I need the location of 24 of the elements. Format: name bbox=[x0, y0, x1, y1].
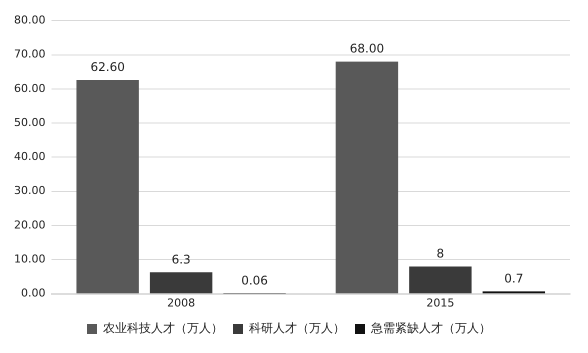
y-tick-label: 50.00 bbox=[14, 116, 46, 129]
bar bbox=[336, 62, 398, 294]
bar bbox=[76, 80, 139, 294]
y-tick-label: 0.00 bbox=[20, 286, 46, 300]
data-label: 6.3 bbox=[172, 252, 191, 266]
y-tick-label: 30.00 bbox=[14, 184, 46, 198]
y-tick-label: 20.00 bbox=[14, 218, 46, 232]
legend-label: 农业科技人才（万人） bbox=[103, 321, 223, 336]
bar bbox=[409, 266, 472, 294]
data-label: 62.60 bbox=[90, 60, 125, 74]
data-label: 8 bbox=[436, 246, 444, 261]
legend-label: 科研人才（万人） bbox=[249, 321, 345, 336]
data-label: 0.06 bbox=[241, 274, 268, 288]
x-tick-label: 2008 bbox=[167, 296, 196, 310]
data-label: 0.7 bbox=[504, 272, 524, 286]
y-tick-label: 60.00 bbox=[14, 82, 46, 95]
y-tick-label: 10.00 bbox=[14, 252, 46, 266]
x-tick-label: 2015 bbox=[426, 296, 454, 310]
y-tick-label: 80.00 bbox=[14, 13, 46, 26]
bar bbox=[150, 272, 212, 294]
y-tick-label: 70.00 bbox=[14, 48, 46, 61]
legend-label: 急需紧缺人才（万人） bbox=[370, 321, 491, 336]
y-tick-label: 40.00 bbox=[14, 150, 46, 164]
data-label: 68.00 bbox=[350, 42, 384, 56]
